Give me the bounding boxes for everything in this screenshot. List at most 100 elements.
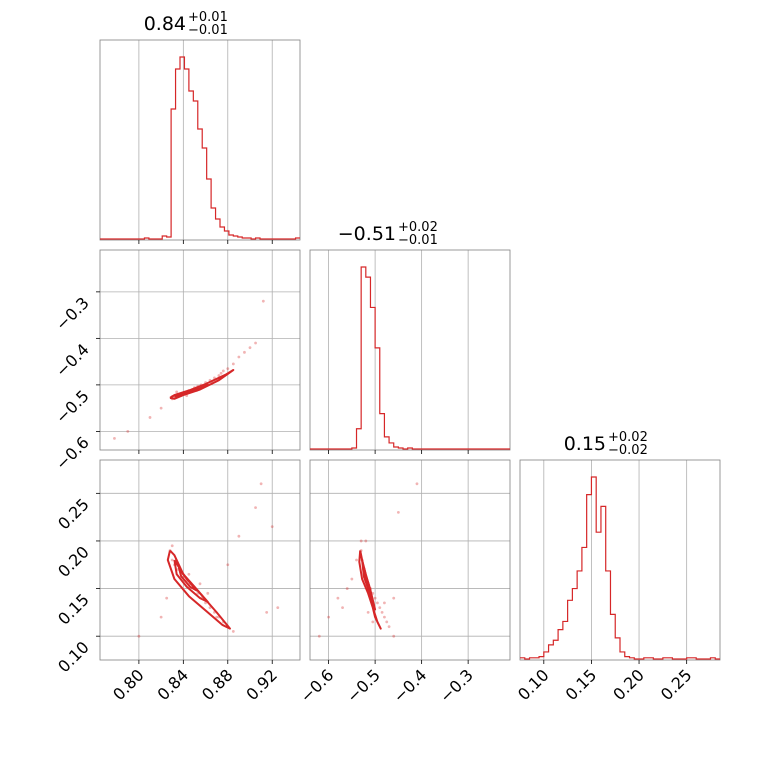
scatter-point xyxy=(317,634,321,638)
title-value: 0.15 xyxy=(564,433,606,455)
scatter-point xyxy=(364,539,368,543)
y-tick-label: 0.25 xyxy=(54,495,93,534)
scatter-point xyxy=(226,563,230,567)
histogram-1 xyxy=(310,266,510,450)
contour-1 xyxy=(173,559,209,603)
contour-0 xyxy=(169,369,235,400)
scatter-point xyxy=(396,510,400,514)
scatter-point xyxy=(392,596,396,600)
scatter-point xyxy=(170,544,174,548)
scatter-point xyxy=(387,625,391,629)
scatter-point xyxy=(126,429,130,433)
x-tick-label: −0.6 xyxy=(297,665,338,706)
scatter-point xyxy=(243,350,246,354)
panel-title-0: 0.84 +0.01−0.01 xyxy=(144,10,228,38)
scatter-point xyxy=(261,299,265,303)
x-tick-label: −0.5 xyxy=(343,665,384,706)
scatter-point xyxy=(206,591,210,595)
scatter-point xyxy=(198,582,202,586)
scatter-point xyxy=(350,577,354,581)
x-tick-label: −0.3 xyxy=(436,665,477,706)
title-minus: −0.01 xyxy=(188,23,228,38)
y-tick-label: 0.20 xyxy=(54,542,93,581)
scatter-point xyxy=(327,615,331,619)
scatter-panel-1 xyxy=(137,482,280,638)
scatter-point xyxy=(159,615,163,619)
scatter-point xyxy=(270,525,274,529)
title-value: 0.84 xyxy=(144,13,186,35)
scatter-point xyxy=(187,572,191,576)
contour-2 xyxy=(177,567,198,592)
scatter-point xyxy=(221,369,225,373)
x-tick-label: 0.10 xyxy=(514,665,553,704)
scatter-point xyxy=(137,634,141,638)
panel-2-1 xyxy=(309,459,511,664)
scatter-point xyxy=(231,630,235,633)
contour-2 xyxy=(178,388,198,397)
scatter-point xyxy=(170,558,174,562)
scatter-point xyxy=(373,596,377,600)
histogram-2 xyxy=(520,476,720,660)
scatter-point xyxy=(276,606,280,610)
scatter-point xyxy=(226,367,230,371)
scatter-point xyxy=(385,620,389,624)
x-tick-label: −0.4 xyxy=(390,665,431,706)
y-tick-label: −0.4 xyxy=(52,340,93,381)
scatter-point xyxy=(359,539,363,543)
scatter-point xyxy=(376,601,379,605)
title-minus: −0.01 xyxy=(398,233,438,248)
scatter-point xyxy=(383,615,386,619)
x-tick-label: 0.84 xyxy=(154,665,193,704)
y-tick-label: 0.10 xyxy=(54,638,93,677)
panel-frame xyxy=(309,459,511,661)
scatter-point xyxy=(392,634,396,638)
panel-frame xyxy=(99,249,301,451)
scatter-point xyxy=(259,482,263,486)
title-minus: −0.02 xyxy=(608,443,648,458)
scatter-point xyxy=(159,406,163,410)
panel-2-0 xyxy=(96,459,301,664)
scatter-point xyxy=(366,610,370,614)
panel-frame xyxy=(519,459,721,661)
scatter-panel-2 xyxy=(317,482,419,638)
scatter-panel-0 xyxy=(113,299,265,440)
title-value: −0.51 xyxy=(338,223,396,245)
panel-title-1: −0.51 +0.02−0.01 xyxy=(338,220,438,248)
scatter-point xyxy=(113,436,116,440)
scatter-point xyxy=(380,610,384,614)
contour-0 xyxy=(166,549,231,630)
title-plus: +0.01 xyxy=(188,10,228,25)
x-tick-label: 0.20 xyxy=(609,665,648,704)
x-tick-label: 0.88 xyxy=(198,665,237,704)
y-tick-label: −0.3 xyxy=(52,293,93,334)
panel-frame xyxy=(99,39,301,241)
title-plus: +0.02 xyxy=(608,430,648,445)
panel-1-0 xyxy=(96,249,301,454)
panel-title-2: 0.15 +0.02−0.02 xyxy=(564,430,648,458)
y-tick-label: −0.6 xyxy=(52,433,93,474)
x-tick-label: 0.92 xyxy=(242,665,281,704)
scatter-point xyxy=(215,615,219,619)
scatter-point xyxy=(383,601,386,605)
histogram-0 xyxy=(100,56,300,240)
scatter-point xyxy=(355,558,358,562)
scatter-point xyxy=(336,596,340,600)
panel-2-2 xyxy=(519,459,721,664)
scatter-point xyxy=(219,371,223,375)
scatter-point xyxy=(371,620,375,624)
scatter-point xyxy=(237,534,241,538)
scatter-point xyxy=(415,482,419,486)
scatter-point xyxy=(248,346,252,350)
scatter-point xyxy=(148,416,152,419)
panel-1-1 xyxy=(309,249,511,454)
scatter-point xyxy=(345,587,349,590)
y-tick-label: 0.15 xyxy=(54,590,93,629)
x-tick-label: 0.25 xyxy=(657,665,696,704)
panel-0-0 xyxy=(99,39,301,244)
title-plus: +0.02 xyxy=(398,220,438,235)
scatter-point xyxy=(254,341,257,345)
scatter-point xyxy=(378,606,382,610)
scatter-point xyxy=(265,610,269,614)
scatter-point xyxy=(231,362,235,366)
